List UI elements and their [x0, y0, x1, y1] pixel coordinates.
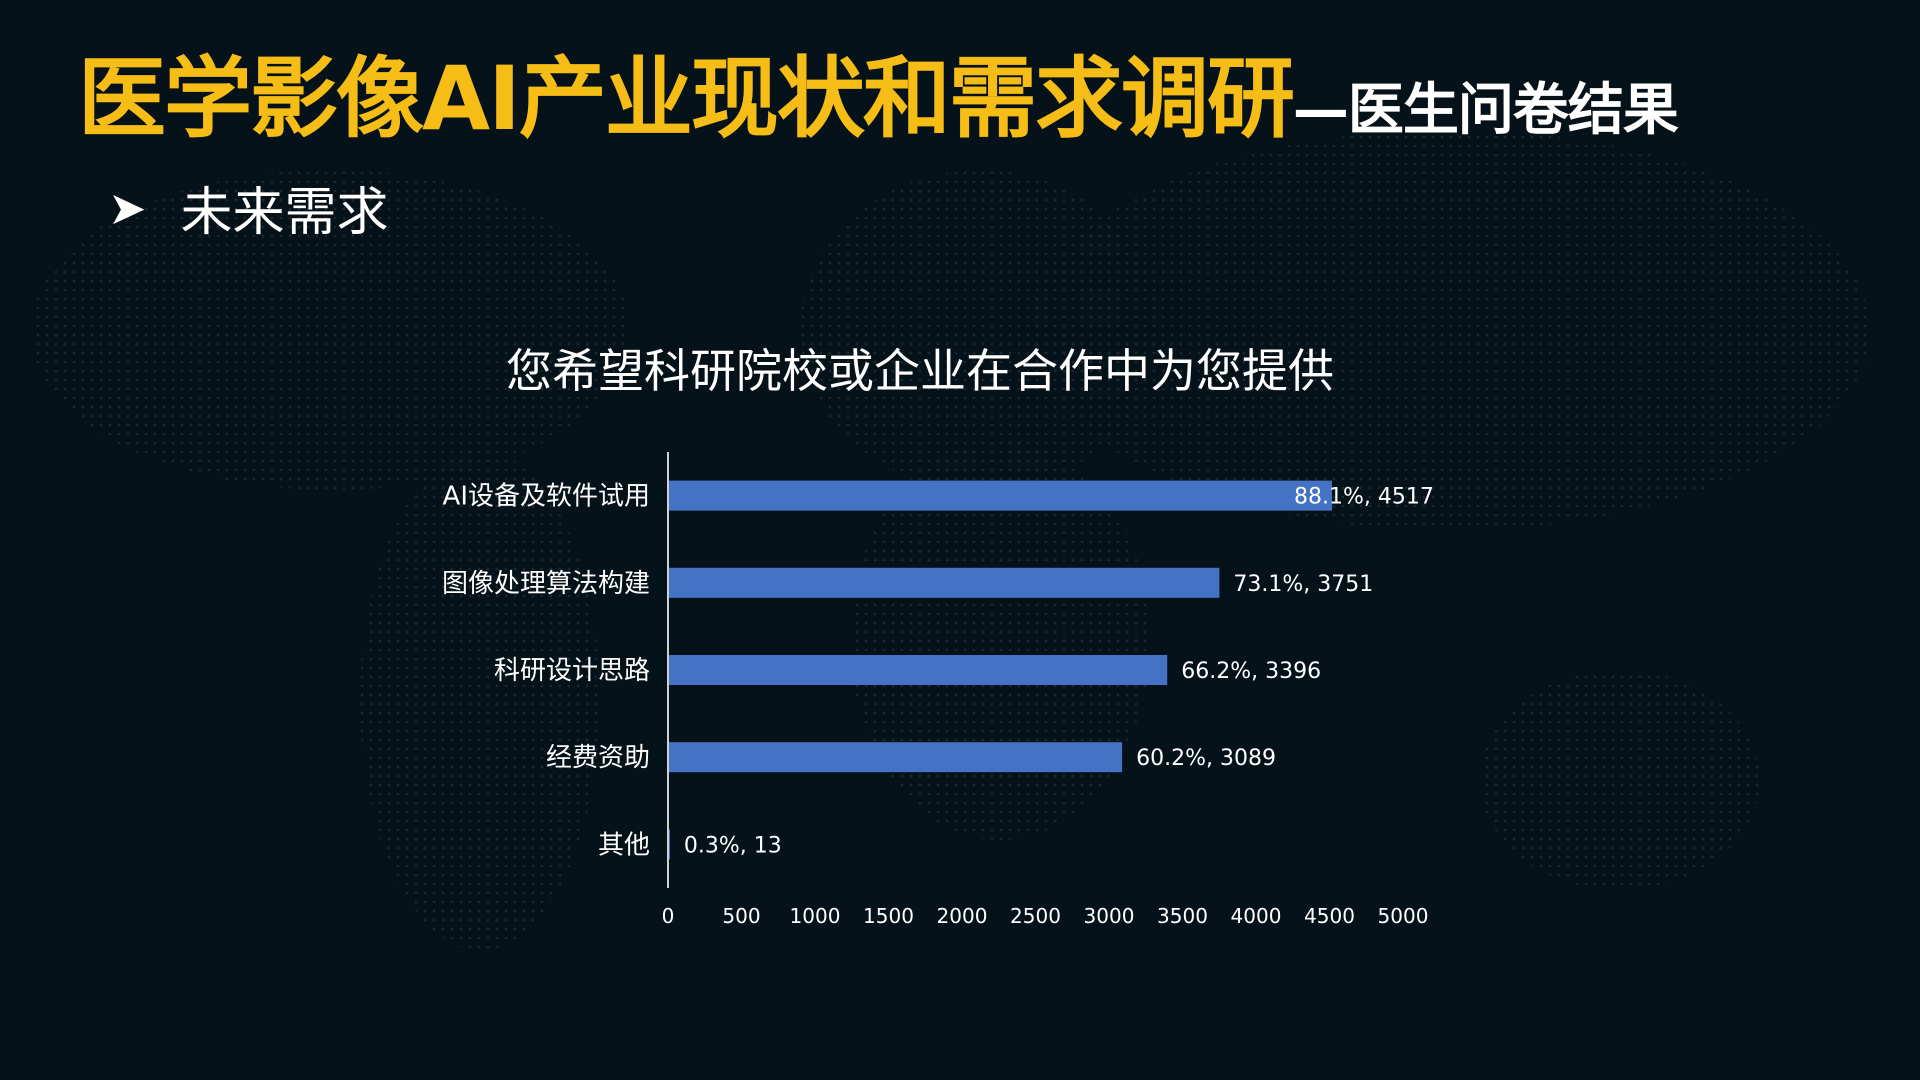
data-label: 60.2%, 3089 — [1136, 746, 1276, 771]
x-tick-label: 4500 — [1304, 904, 1355, 928]
x-tick-label: 1000 — [790, 904, 841, 928]
x-tick-label: 0 — [662, 904, 675, 928]
x-tick-label: 3500 — [1157, 904, 1208, 928]
page-title-sub: —医生问卷结果 — [1292, 78, 1679, 143]
section-heading: ➤ 未来需求 — [108, 170, 389, 245]
data-label: 73.1%, 3751 — [1233, 572, 1373, 597]
page-title: 医学影像AI产业现状和需求调研—医生问卷结果 — [78, 28, 1679, 155]
bar — [669, 567, 1220, 598]
category-label: 其他 — [598, 830, 650, 860]
bar — [669, 655, 1168, 685]
category-label: 图像处理算法构建 — [442, 569, 650, 599]
category-label: 科研设计思路 — [494, 656, 650, 686]
arrow-bullet-icon: ➤ — [108, 180, 147, 235]
data-label: 66.2%, 3396 — [1181, 659, 1321, 684]
data-label: 0.3%, 13 — [684, 833, 782, 858]
bar — [669, 742, 1123, 773]
section-label: 未来需求 — [180, 183, 389, 243]
chart-title: 您希望科研院校或企业在合作中为您提供 — [506, 344, 1334, 398]
data-label: 88.1%, 4517 — [1294, 485, 1434, 510]
category-label: AI设备及软件试用 — [443, 482, 650, 512]
x-tick-label: 2500 — [1010, 904, 1061, 928]
x-tick-label: 4000 — [1231, 904, 1282, 928]
x-tick-label: 2000 — [937, 904, 988, 928]
x-tick-label: 3000 — [1084, 904, 1135, 928]
page-title-main: 医学影像AI产业现状和需求调研 — [78, 47, 1295, 150]
x-tick-label: 500 — [722, 904, 760, 928]
bar — [669, 480, 1332, 511]
bar — [669, 829, 670, 860]
category-label: 经费资助 — [546, 743, 650, 773]
x-tick-label: 5000 — [1378, 904, 1429, 928]
x-tick-label: 1500 — [863, 904, 914, 928]
